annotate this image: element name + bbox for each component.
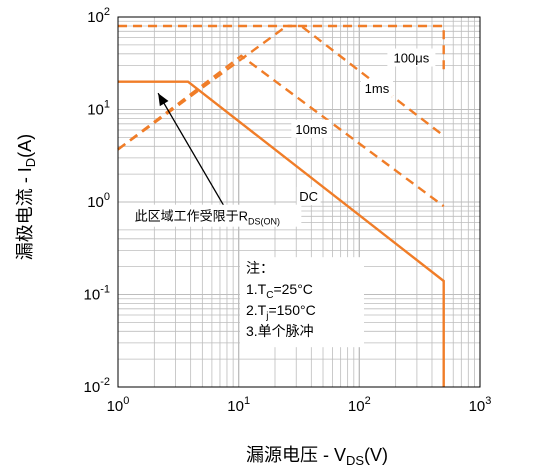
note-line: 2.Tj=150°C (246, 302, 316, 322)
y-tick-label: 100 (87, 191, 110, 211)
annotation-bg (115, 204, 302, 227)
curve-10ms (117, 54, 445, 208)
x-axis-title: 漏源电压 - VDS(V) (246, 445, 388, 468)
curve-label-bg (387, 48, 436, 67)
note-line: 1.TC=25°C (246, 281, 313, 301)
note-bg (239, 257, 364, 348)
note-line: 注： (246, 260, 274, 276)
curve-labels: 100μs 1ms 10ms DC (291, 48, 436, 206)
x-tick-label: 103 (469, 395, 492, 415)
annotation: 此区域工作受限于RDS(ON) (115, 92, 302, 227)
note-line: 3.单个脉冲 (246, 323, 314, 339)
y-axis-title: 漏极电流 - ID(A) (15, 134, 38, 260)
curve-100s (118, 24, 445, 73)
curve-label-bg (360, 78, 393, 97)
curve-label-bg (291, 119, 332, 138)
y-tick-label: 10-2 (84, 376, 110, 396)
x-tick-label: 102 (348, 395, 371, 415)
curve-label: 100μs (394, 51, 430, 66)
axes: 100 101 102 103 10-2 10-1 100 101 102 漏源电压 - VDS(… (15, 6, 491, 468)
curves (117, 24, 445, 387)
plot-frame (117, 16, 481, 388)
curve-label: DC (299, 189, 318, 204)
note-box: 注： 1.TC=25°C2.Tj=150°C3.单个脉冲 (239, 257, 364, 348)
curve-label: 1ms (365, 81, 390, 96)
y-tick-label: 101 (87, 99, 110, 119)
y-tick-label: 102 (87, 6, 110, 26)
annotation-text: 此区域工作受限于RDS(ON) (135, 209, 280, 227)
curve-dc (118, 80, 445, 387)
annotation-arrow-line (157, 92, 225, 206)
y-tick-label: 10-1 (84, 284, 110, 304)
annotation-arrow-head (158, 93, 169, 107)
curve-1ms (117, 24, 445, 151)
x-tick-label: 100 (107, 395, 130, 415)
curve-label-bg (296, 187, 321, 206)
curve-label: 10ms (295, 122, 327, 137)
x-tick-label: 101 (227, 395, 250, 415)
